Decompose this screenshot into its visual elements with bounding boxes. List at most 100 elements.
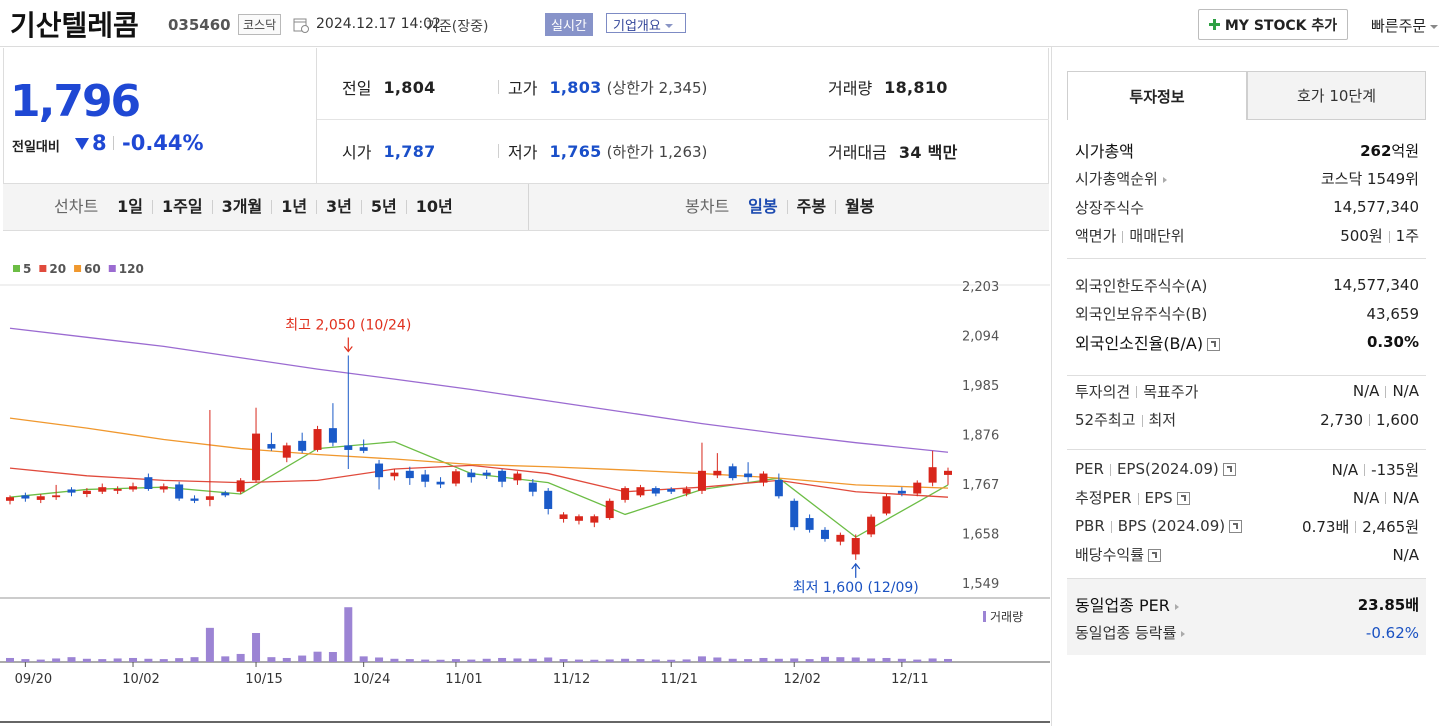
- current-price: 1,796: [10, 76, 141, 127]
- volume-bar: [482, 658, 491, 662]
- volume-bar: [928, 658, 937, 662]
- stock-code: 035460: [168, 16, 231, 34]
- info-tab-active[interactable]: 투자정보: [1067, 71, 1247, 120]
- info-value: N/A: [1352, 488, 1380, 507]
- industry-section-bg: [1067, 578, 1426, 655]
- candle-tab[interactable]: 일봉: [748, 197, 778, 216]
- y-tick-label: 1,985: [962, 379, 999, 394]
- overview-button[interactable]: 기업개요: [606, 13, 686, 34]
- info-value: N/A: [1392, 545, 1419, 564]
- moving-average-line: [9, 327, 949, 453]
- info-value: 1주: [1395, 227, 1419, 245]
- change-amount: 8: [92, 131, 107, 155]
- cell-label: 저가: [508, 143, 538, 162]
- stock-chart: 5 20 60 120 2,203 2,094 1,985 1,876 1,767 1,658 1,…: [0, 262, 1050, 687]
- cell-value: 1,804: [383, 77, 436, 97]
- volume-bar: [774, 658, 783, 662]
- candle-body: [451, 471, 460, 484]
- label-separator: [1109, 463, 1111, 476]
- candle-body: [221, 492, 230, 496]
- info-row: 상장주식수 14,577,340: [1075, 193, 1419, 221]
- volume-bar: [697, 656, 706, 662]
- value-separator: [1385, 385, 1387, 398]
- volume-bar: [759, 657, 768, 662]
- info-value-group: N/A N/A: [1353, 489, 1419, 507]
- change-sep: [113, 136, 114, 150]
- candle-body: [728, 466, 737, 479]
- info-value-group: 2,730 1,600: [1320, 411, 1419, 429]
- cell-sep: [498, 80, 499, 94]
- period-tab[interactable]: 1주일: [152, 199, 212, 215]
- info-label: EPS(2024.09): [1116, 460, 1219, 478]
- quote-cell: 시가 1,787: [342, 139, 436, 163]
- period-tab[interactable]: 3개월: [211, 199, 272, 215]
- candle-body: [344, 445, 353, 450]
- volume-bar: [236, 653, 245, 662]
- quote-row-divider: [317, 119, 1049, 120]
- plus-icon: [1208, 18, 1220, 30]
- period-tab[interactable]: 1일: [117, 197, 144, 216]
- cell-note: (상한가 2,345): [606, 78, 708, 97]
- x-tick-label: 11/12: [553, 672, 590, 687]
- candle-body: [944, 470, 952, 475]
- volume-bar: [682, 659, 691, 662]
- volume-bar: [221, 656, 230, 662]
- help-icon[interactable]: [1207, 338, 1221, 351]
- info-value: 1,600: [1376, 410, 1419, 429]
- candle-body: [82, 490, 91, 494]
- x-tick-label: 12/11: [891, 672, 928, 687]
- volume-bar: [82, 658, 91, 662]
- info-value-group: 0.73배 2,465원: [1302, 516, 1419, 537]
- x-tick-label: 09/20: [15, 672, 52, 687]
- candle-body: [621, 488, 630, 500]
- help-icon[interactable]: [1222, 463, 1236, 476]
- info-label-group: 추정PER EPS: [1075, 487, 1190, 508]
- candle-body: [6, 497, 14, 501]
- volume-bar: [328, 652, 337, 662]
- info-label: 액면가: [1075, 227, 1117, 245]
- info-label: 상장주식수: [1075, 198, 1145, 217]
- label-separator: [1136, 386, 1138, 398]
- info-value: N/A: [1352, 382, 1380, 400]
- candle-body: [805, 518, 814, 530]
- info-label-group: 시가총액: [1075, 138, 1134, 162]
- period-tab[interactable]: 3년: [316, 199, 361, 215]
- orderbook-tab[interactable]: 호가 10단계: [1247, 71, 1426, 120]
- info-label: PER: [1075, 460, 1104, 478]
- info-label: 외국인보유주식수(B): [1075, 305, 1208, 323]
- volume-bar: [667, 659, 676, 662]
- candle-body: [67, 489, 76, 493]
- info-value-group: 0.30%: [1367, 333, 1419, 351]
- candle-body: [882, 496, 891, 514]
- x-tick-label: 10/24: [353, 672, 390, 687]
- volume-bar: [421, 659, 430, 662]
- section-divider: [1067, 578, 1426, 579]
- candle-body: [590, 516, 599, 523]
- candle-body: [144, 477, 153, 489]
- volume-bar: [882, 657, 891, 662]
- legend-label: 120: [119, 262, 144, 276]
- info-value: N/A: [1392, 488, 1419, 507]
- info-row: 외국인보유주식수(B) 43,659: [1075, 300, 1419, 328]
- period-tab[interactable]: 1년: [271, 199, 316, 215]
- realtime-badge[interactable]: 실시간: [545, 13, 593, 36]
- volume-bar: [267, 657, 276, 662]
- candle-body: [667, 488, 676, 492]
- info-value: N/A: [1392, 382, 1419, 400]
- candle-body: [375, 463, 384, 478]
- info-value: 2,730: [1320, 410, 1364, 429]
- help-icon[interactable]: [1148, 549, 1162, 562]
- volume-bar: [98, 659, 107, 662]
- candle-tab[interactable]: 주봉: [786, 199, 835, 215]
- help-icon[interactable]: [1176, 492, 1190, 505]
- period-tab[interactable]: 10년: [405, 199, 462, 215]
- quick-order[interactable]: 빠른주문: [1371, 15, 1439, 36]
- cell-value: 18,810: [884, 77, 948, 97]
- help-icon[interactable]: [1229, 520, 1243, 533]
- cell-label: 전일: [342, 79, 372, 98]
- legend-swatch: [39, 265, 47, 272]
- candle-tab[interactable]: 월봉: [835, 199, 883, 215]
- period-tab[interactable]: 5년: [360, 199, 406, 215]
- mystock-button[interactable]: MY STOCK 추가: [1198, 9, 1348, 40]
